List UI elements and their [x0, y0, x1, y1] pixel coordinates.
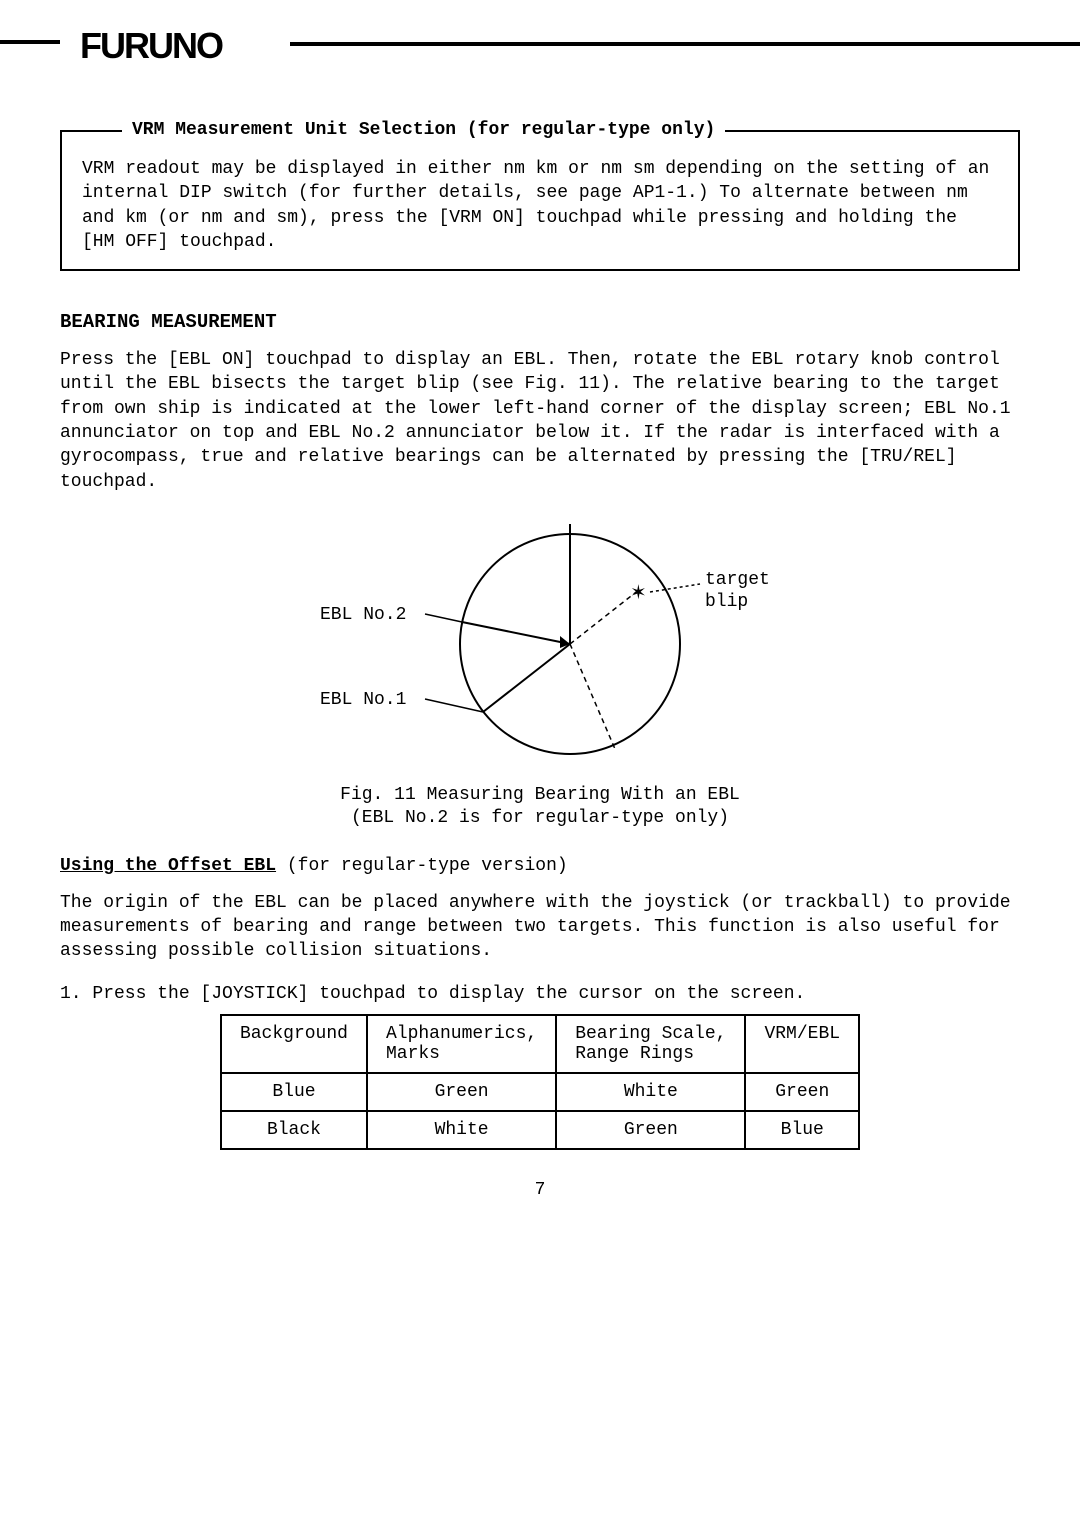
th-background: Background [221, 1015, 367, 1073]
offset-ebl-paragraph: The origin of the EBL can be placed anyw… [60, 891, 1020, 964]
step-1: 1. Press the [JOYSTICK] touchpad to disp… [60, 984, 1020, 1004]
vrm-info-box: VRM Measurement Unit Selection (for regu… [60, 130, 1020, 271]
bearing-heading: BEARING MEASUREMENT [60, 311, 1020, 333]
color-table: Background Alphanumerics,Marks Bearing S… [220, 1014, 860, 1150]
cell: Green [556, 1111, 745, 1149]
page-number: 7 [60, 1180, 1020, 1200]
blip-label: blip [705, 592, 748, 612]
cell: Blue [221, 1073, 367, 1111]
cell: Green [367, 1073, 556, 1111]
cell: White [556, 1073, 745, 1111]
cell: Black [221, 1111, 367, 1149]
figure-caption-1: Fig. 11 Measuring Bearing With an EBL [60, 784, 1020, 807]
ebl2-label: EBL No.2 [320, 605, 406, 625]
vrm-box-title: VRM Measurement Unit Selection (for regu… [122, 120, 725, 140]
cell: Green [745, 1073, 859, 1111]
th-bearing: Bearing Scale,Range Rings [556, 1015, 745, 1073]
target-label: target [705, 570, 770, 590]
figure-caption-2: (EBL No.2 is for regular-type only) [60, 807, 1020, 830]
brand-logo: FURUNO [70, 25, 232, 67]
th-alphanumerics: Alphanumerics,Marks [367, 1015, 556, 1073]
offset-ebl-underline: Using the Offset EBL [60, 856, 276, 876]
offset-ebl-rest: (for regular-type version) [276, 856, 568, 876]
th-vrmebl: VRM/EBL [745, 1015, 859, 1073]
ebl1-label: EBL No.1 [320, 690, 406, 710]
table-row: Black White Green Blue [221, 1111, 859, 1149]
offset-ebl-subhead: Using the Offset EBL (for regular-type v… [60, 856, 1020, 876]
svg-text:✶: ✶ [630, 582, 647, 604]
table-header-row: Background Alphanumerics,Marks Bearing S… [221, 1015, 859, 1073]
header-rule-left [0, 40, 60, 44]
vrm-box-body: VRM readout may be displayed in either n… [82, 157, 998, 254]
cell: Blue [745, 1111, 859, 1149]
header-rule-right [290, 42, 1080, 46]
table-row: Blue Green White Green [221, 1073, 859, 1111]
ebl-figure: ✶ EBL No.2 EBL No.1 target blip Fig. 11 … [60, 514, 1020, 831]
cell: White [367, 1111, 556, 1149]
bearing-paragraph: Press the [EBL ON] touchpad to display a… [60, 348, 1020, 494]
